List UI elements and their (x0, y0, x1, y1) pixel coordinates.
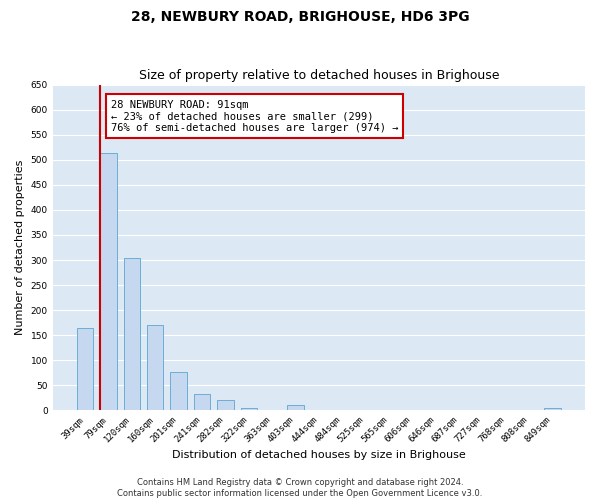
Text: 28, NEWBURY ROAD, BRIGHOUSE, HD6 3PG: 28, NEWBURY ROAD, BRIGHOUSE, HD6 3PG (131, 10, 469, 24)
Bar (77, 328, 93, 410)
Title: Size of property relative to detached houses in Brighouse: Size of property relative to detached ho… (139, 69, 499, 82)
Text: 28 NEWBURY ROAD: 91sqm
← 23% of detached houses are smaller (299)
76% of semi-de: 28 NEWBURY ROAD: 91sqm ← 23% of detached… (111, 100, 398, 133)
Bar (241, 408, 257, 410)
Bar (194, 394, 210, 410)
X-axis label: Distribution of detached houses by size in Brighouse: Distribution of detached houses by size … (172, 450, 466, 460)
Bar (147, 325, 163, 410)
Bar (170, 372, 187, 410)
Y-axis label: Number of detached properties: Number of detached properties (15, 160, 25, 335)
Bar (100, 153, 116, 410)
Text: Contains HM Land Registry data © Crown copyright and database right 2024.
Contai: Contains HM Land Registry data © Crown c… (118, 478, 482, 498)
Bar (124, 258, 140, 410)
Bar (544, 408, 561, 410)
Bar (217, 400, 233, 410)
Bar (287, 406, 304, 410)
